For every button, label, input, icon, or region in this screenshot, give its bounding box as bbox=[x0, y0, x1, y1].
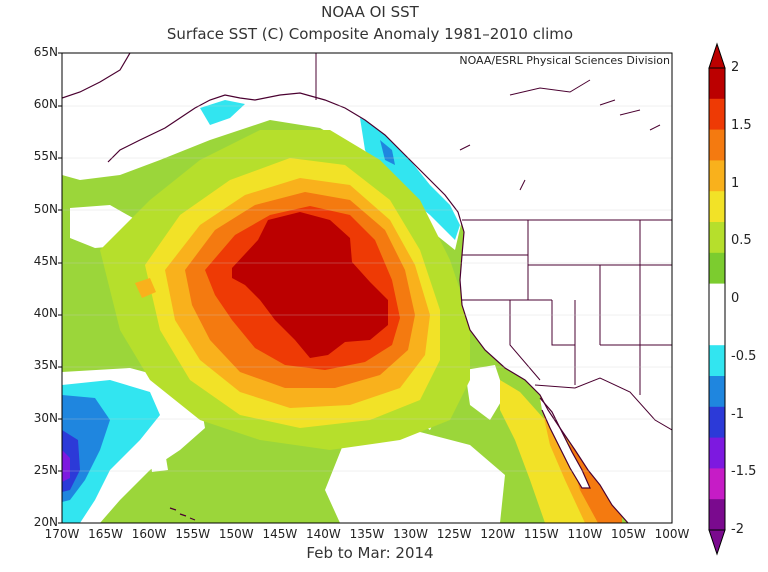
longitude-label: 130W bbox=[393, 527, 428, 541]
anomaly-baja-red bbox=[565, 440, 622, 523]
colorbar-segment bbox=[709, 468, 725, 500]
grid bbox=[62, 105, 672, 472]
coastlines bbox=[62, 53, 629, 523]
blue-coastal-spot bbox=[380, 140, 395, 165]
latitude-label: 55N bbox=[33, 149, 58, 164]
longitude-label: 145W bbox=[262, 527, 298, 541]
longitude-label: 115W bbox=[523, 527, 559, 541]
coastline-aleutians bbox=[62, 53, 131, 99]
anomaly-contour-2 bbox=[232, 212, 388, 358]
longitude-label: 140W bbox=[306, 527, 341, 541]
credit-label: NOAA/ESRL Physical Sciences Division bbox=[459, 54, 670, 67]
white-patch-south bbox=[325, 432, 505, 523]
longitude-label: 125W bbox=[436, 527, 472, 541]
latitude-label: 50N bbox=[33, 201, 58, 216]
map-subtitle: Surface SST (C) Composite Anomaly 1981–2… bbox=[166, 25, 574, 43]
colorbar-segment bbox=[709, 191, 725, 223]
state-borders bbox=[462, 220, 672, 395]
colorbar-segment bbox=[709, 129, 725, 161]
colorbar-segment bbox=[709, 376, 725, 408]
land-north-america bbox=[100, 53, 672, 523]
latitude-label: 40N bbox=[33, 306, 58, 321]
colorbar-label: 1 bbox=[731, 175, 740, 191]
longitude-label: 170W bbox=[44, 527, 80, 541]
colorbar-label: 0.5 bbox=[731, 233, 752, 249]
colorbar bbox=[708, 42, 726, 556]
colorbar-max-arrow bbox=[708, 42, 726, 69]
colorbar-segment bbox=[709, 98, 725, 131]
colorbar-segment bbox=[709, 283, 725, 315]
colorbar-label: -2 bbox=[731, 522, 744, 537]
anomaly-pocket-west bbox=[135, 278, 156, 298]
longitude-label: 105W bbox=[611, 527, 646, 541]
longitude-label: 155W bbox=[175, 527, 211, 541]
colorbar-segment bbox=[709, 499, 725, 531]
latitude-label: 65N bbox=[33, 45, 58, 59]
colorbar-label: -1.5 bbox=[731, 464, 757, 480]
map-title: NOAA OI SST bbox=[321, 3, 419, 21]
longitude-label: 160W bbox=[131, 527, 167, 541]
colorbar-segment bbox=[709, 314, 725, 346]
longitude-label: 165W bbox=[88, 527, 123, 541]
latitude-label: 45N bbox=[33, 253, 58, 268]
longitude-label: 135W bbox=[349, 527, 385, 541]
latitude-label: 35N bbox=[33, 358, 58, 373]
colorbar-segment bbox=[709, 160, 725, 192]
coastline-alaska-bc bbox=[107, 92, 629, 523]
land-aleutian bbox=[62, 53, 130, 96]
longitude-label: 120W bbox=[480, 527, 516, 541]
colorbar-segment bbox=[709, 252, 725, 285]
longitude-label: 100W bbox=[654, 527, 690, 541]
border-us-mexico bbox=[534, 377, 672, 431]
map-frame bbox=[61, 52, 673, 524]
colorbar-segment bbox=[709, 437, 725, 469]
purple-anomaly-southwest bbox=[62, 450, 70, 482]
latitude-label: 25N bbox=[33, 462, 58, 477]
longitude-label: 110W bbox=[567, 527, 603, 541]
colorbar-label: -1 bbox=[731, 406, 744, 422]
latitude-label: 60N bbox=[33, 97, 58, 112]
axis-ticks bbox=[58, 52, 62, 524]
island-hawaii bbox=[169, 507, 196, 521]
colorbar-label: 0 bbox=[731, 291, 740, 306]
latitude-label: 30N bbox=[33, 410, 58, 425]
colorbar-label: 2 bbox=[731, 60, 740, 75]
arctic-islands bbox=[459, 79, 661, 191]
land-baja bbox=[540, 398, 590, 488]
colorbar-segment bbox=[709, 222, 725, 254]
colorbar-segment bbox=[709, 68, 725, 100]
longitude-label: 150W bbox=[218, 527, 254, 541]
political-borders bbox=[315, 53, 672, 431]
anomaly-field bbox=[62, 53, 672, 523]
colorbar-label: 1.5 bbox=[731, 117, 752, 133]
coastline-baja bbox=[539, 397, 591, 489]
period-label: Feb to Mar: 2014 bbox=[306, 544, 434, 562]
colorbar-segment bbox=[709, 406, 725, 439]
colorbar-frame bbox=[708, 67, 726, 531]
colorbar-segment bbox=[709, 345, 725, 377]
latitude-label: 20N bbox=[33, 515, 58, 529]
colorbar-label: -0.5 bbox=[731, 348, 757, 364]
